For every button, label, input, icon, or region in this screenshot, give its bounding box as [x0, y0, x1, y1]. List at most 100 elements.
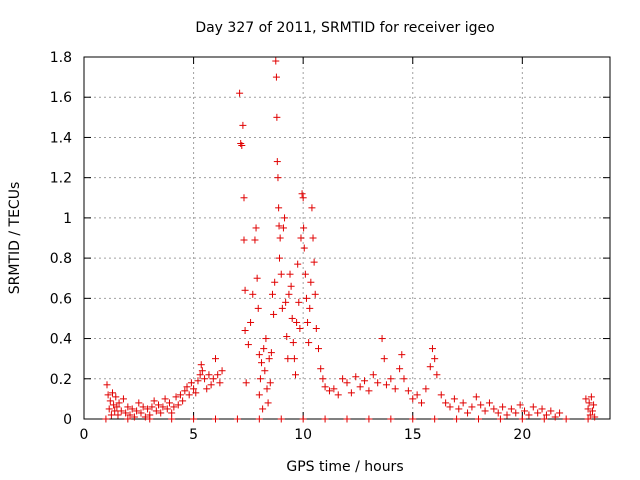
data-point — [168, 415, 176, 423]
y-tick-label: 0.2 — [50, 372, 72, 388]
data-point — [276, 234, 284, 242]
grid-lines — [84, 57, 610, 419]
data-point — [236, 89, 244, 97]
data-point — [499, 403, 507, 411]
data-point — [275, 254, 283, 262]
data-point — [378, 335, 386, 343]
data-point — [179, 397, 187, 405]
data-point — [343, 379, 351, 387]
data-point — [319, 375, 327, 383]
data-point — [542, 411, 550, 419]
data-point — [201, 375, 209, 383]
data-point — [312, 325, 320, 332]
data-point — [518, 415, 526, 423]
data-point — [126, 411, 134, 419]
data-point — [521, 407, 529, 415]
data-point — [133, 407, 141, 415]
data-point — [433, 371, 441, 379]
data-point — [255, 415, 263, 423]
x-tick-label: 10 — [294, 427, 312, 443]
data-point — [307, 278, 315, 286]
x-axis-ticks: 0 5 10 15 20 — [80, 57, 531, 443]
data-point — [285, 290, 293, 298]
data-point — [431, 355, 439, 363]
data-point — [591, 413, 599, 421]
data-point — [464, 409, 472, 417]
data-point — [170, 403, 178, 411]
data-point — [562, 415, 570, 423]
data-point — [105, 405, 113, 413]
y-tick-label: 1.6 — [50, 90, 72, 106]
data-point — [299, 194, 307, 202]
data-point — [190, 385, 198, 393]
data-point — [409, 395, 417, 403]
data-point — [472, 393, 480, 401]
data-point — [295, 298, 303, 306]
y-tick-label: 1.8 — [50, 50, 72, 66]
data-point — [330, 385, 338, 393]
data-point — [111, 407, 119, 415]
data-point — [302, 294, 310, 302]
data-point — [273, 113, 281, 121]
data-point — [207, 381, 215, 389]
data-point — [168, 409, 176, 417]
data-point — [277, 270, 285, 278]
data-point — [325, 387, 333, 395]
data-point — [374, 379, 382, 387]
data-point — [300, 224, 308, 232]
data-point — [212, 415, 219, 423]
data-point — [130, 413, 138, 421]
data-point — [161, 395, 169, 403]
data-point — [281, 214, 289, 222]
data-point — [503, 411, 511, 419]
data-point — [534, 409, 542, 417]
data-point — [391, 385, 399, 393]
data-point — [163, 405, 171, 413]
data-point — [242, 379, 250, 387]
data-point — [139, 403, 147, 411]
data-point — [176, 391, 184, 399]
data-point — [277, 415, 285, 423]
data-point — [141, 413, 149, 421]
data-point — [183, 383, 191, 391]
data-point — [209, 375, 217, 383]
y-tick-label: 1.4 — [50, 130, 72, 146]
x-tick-label: 5 — [189, 427, 198, 443]
data-point — [321, 415, 329, 423]
data-point — [203, 385, 211, 393]
data-point — [306, 304, 314, 312]
data-point — [309, 234, 317, 242]
data-point — [270, 310, 278, 318]
data-point — [361, 377, 369, 385]
data-point — [525, 411, 533, 419]
data-point — [298, 190, 306, 198]
data-point — [300, 244, 308, 252]
data-point — [106, 397, 114, 405]
data-point — [317, 365, 325, 373]
data-point — [311, 290, 319, 298]
data-point — [343, 415, 351, 423]
data-point — [124, 403, 132, 411]
data-point — [584, 415, 592, 423]
data-point — [442, 399, 450, 407]
x-tick-label: 20 — [513, 427, 531, 443]
data-point — [304, 318, 312, 326]
data-point — [185, 391, 193, 399]
data-point — [310, 258, 318, 266]
data-point — [380, 355, 388, 363]
data-point — [453, 415, 461, 423]
data-point — [244, 341, 252, 349]
y-axis-ticks: 0 0.2 0.4 0.6 0.8 1 1.2 1.4 1.6 1.8 — [50, 50, 610, 428]
data-point — [512, 409, 520, 417]
data-point — [165, 399, 173, 407]
data-point — [275, 222, 283, 230]
data-point — [239, 121, 247, 129]
data-point — [261, 367, 269, 375]
data-point — [422, 385, 430, 393]
data-point — [119, 395, 127, 403]
data-point — [398, 351, 406, 359]
data-point — [585, 399, 593, 407]
data-point — [387, 415, 395, 423]
data-point — [287, 282, 295, 290]
data-point — [258, 359, 266, 367]
